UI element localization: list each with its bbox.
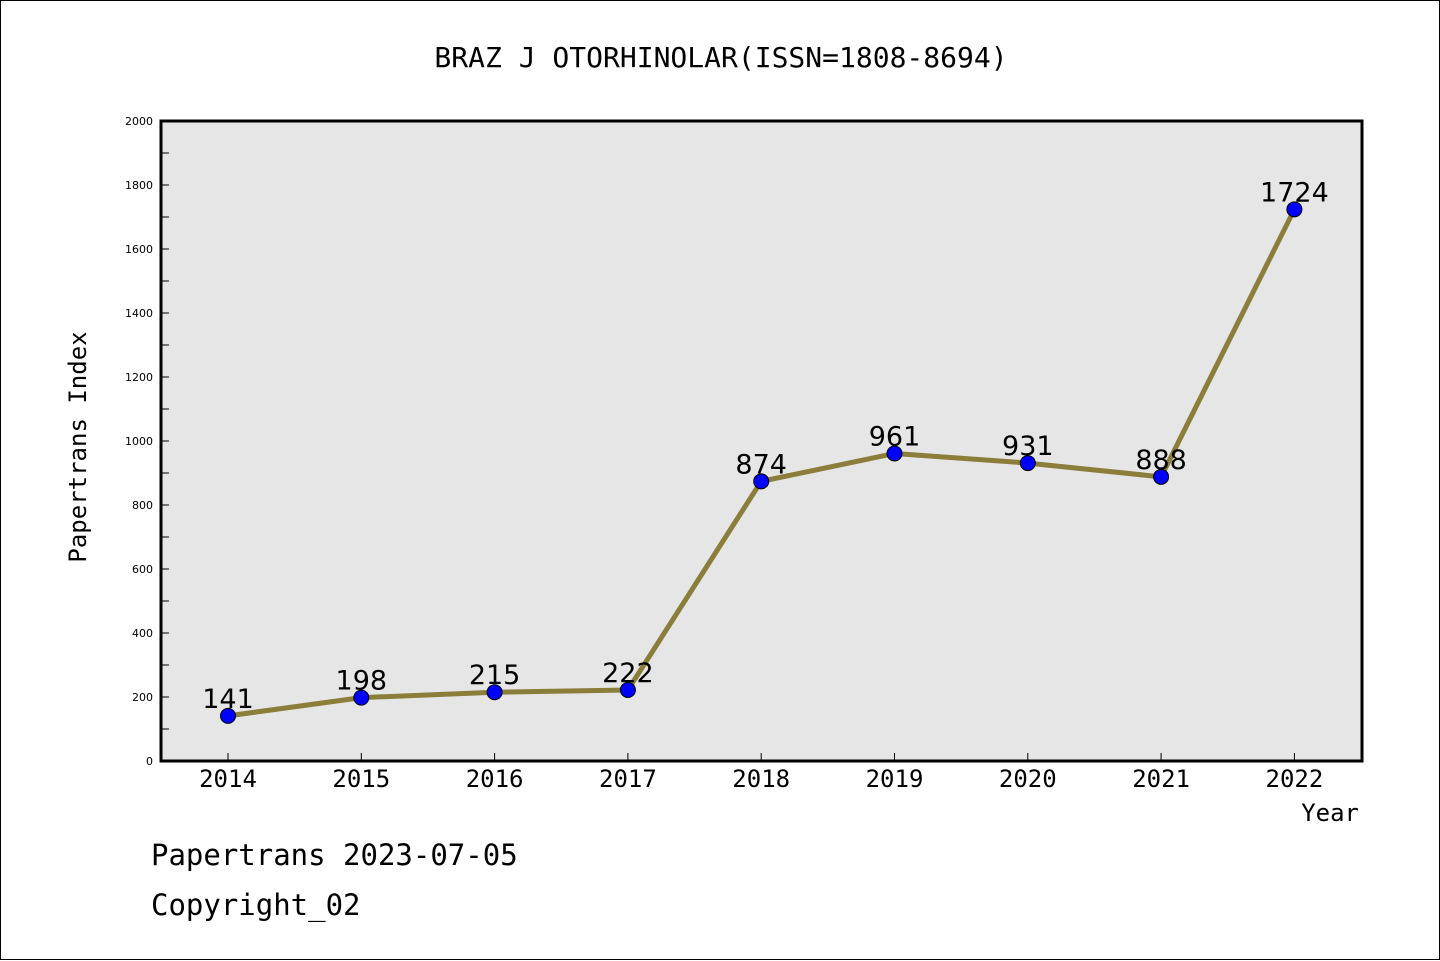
y-tick-label: 1000 [125,435,153,448]
data-point [619,681,636,698]
data-label: 215 [469,660,521,691]
data-label: 1724 [1260,177,1329,208]
y-tick-label: 1400 [125,307,153,320]
x-tick-label: 2014 [199,765,257,793]
x-tick-label: 2017 [599,765,657,793]
chart-title: BRAZ J OTORHINOLAR(ISSN=1808-8694) [434,41,1007,74]
y-tick-label: 400 [132,627,153,640]
data-label: 888 [1135,445,1187,476]
data-point [220,707,236,724]
data-point [886,445,903,462]
x-axis-ticks: 2014 2015 2016 2017 2018 2019 2020 2021 2022 [199,753,1323,793]
y-tick-label: 0 [146,755,153,768]
y-axis-label: Papertrans Index [64,331,92,562]
y-tick-label: 200 [132,691,153,704]
plot-border [159,119,1364,763]
data-point [1286,201,1303,218]
y-tick-label: 1800 [125,179,153,192]
y-tick-label: 1600 [125,243,153,256]
data-label: 874 [735,449,787,480]
plot-area [161,121,1362,761]
data-point [486,684,503,701]
y-tick-label: 1200 [125,371,153,384]
x-tick-label: 2015 [332,765,390,793]
x-tick-label: 2018 [732,765,790,793]
footer-copyright: Copyright_02 [151,888,361,923]
data-label: 961 [869,421,921,452]
data-point [753,473,770,490]
data-point [353,689,370,706]
x-tick-label: 2016 [466,765,524,793]
data-point [1019,455,1036,472]
x-tick-label: 2021 [1132,765,1190,793]
data-labels: 141 198 215 222 874 961 931 888 1724 [202,177,1329,715]
data-point [1153,468,1170,485]
y-tick-label: 800 [132,499,153,512]
data-label: 222 [602,658,654,689]
y-tick-label: 2000 [125,115,153,128]
y-tick-label: 600 [132,563,153,576]
data-label: 931 [1002,431,1054,462]
footer-date: Papertrans 2023-07-05 [151,838,518,872]
x-tick-label: 2020 [999,765,1057,793]
x-tick-label: 2022 [1266,765,1324,793]
data-label: 198 [336,666,388,697]
data-points [220,201,1303,724]
x-axis-label: Year [1301,799,1359,827]
x-tick-label: 2019 [866,765,924,793]
data-label: 141 [202,684,254,715]
